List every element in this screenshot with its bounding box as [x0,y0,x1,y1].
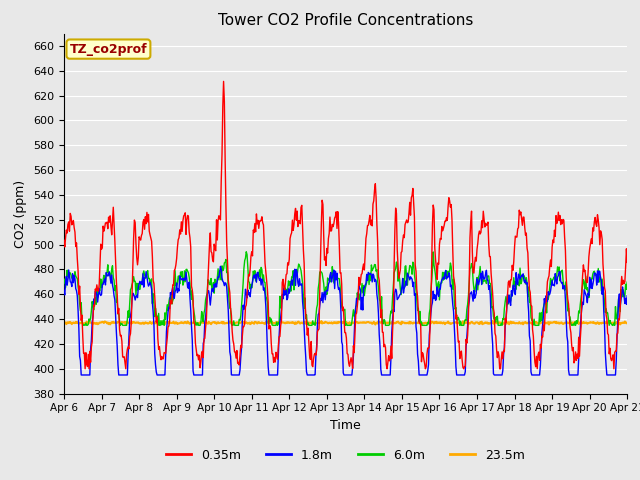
Legend: 0.35m, 1.8m, 6.0m, 23.5m: 0.35m, 1.8m, 6.0m, 23.5m [161,444,530,467]
Y-axis label: CO2 (ppm): CO2 (ppm) [15,180,28,248]
Text: TZ_co2prof: TZ_co2prof [70,43,147,56]
Title: Tower CO2 Profile Concentrations: Tower CO2 Profile Concentrations [218,13,474,28]
X-axis label: Time: Time [330,419,361,432]
